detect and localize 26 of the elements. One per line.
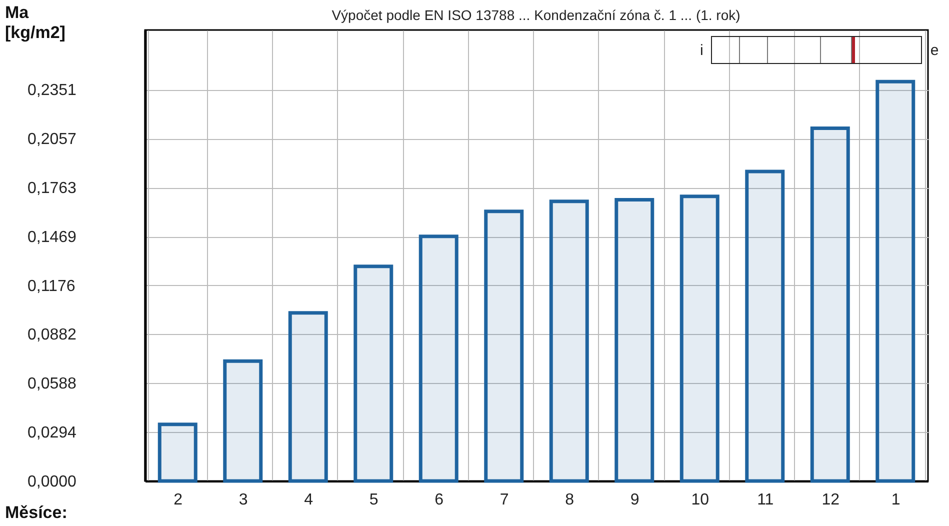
x-tick-label: 6 bbox=[434, 492, 444, 508]
y-tick-label: 0,0588 bbox=[28, 376, 77, 393]
x-tick-label: 1 bbox=[891, 492, 900, 508]
text: e bbox=[930, 42, 939, 58]
x-tick-label: 3 bbox=[238, 492, 248, 508]
y-tick-label: 0,0882 bbox=[28, 326, 77, 344]
x-tick-label: 12 bbox=[822, 492, 840, 508]
x-tick-label: 8 bbox=[565, 492, 574, 508]
x-tick-label: 5 bbox=[369, 492, 378, 508]
x-tick-label: 2 bbox=[174, 492, 183, 508]
x-tick-label: 9 bbox=[630, 492, 640, 508]
x-tick-label: 7 bbox=[500, 492, 509, 508]
y-tick-label: 0,2057 bbox=[28, 131, 77, 148]
x-axis-title: Měsíce: bbox=[5, 503, 68, 522]
y-tick-label: 0,1763 bbox=[28, 180, 77, 198]
x-tick-label: 11 bbox=[757, 492, 774, 508]
x-tick-label: 10 bbox=[691, 492, 710, 508]
y-tick-label: 0,1469 bbox=[28, 229, 77, 246]
y-tick-label: 0,2351 bbox=[28, 82, 77, 100]
x-tick-label: 4 bbox=[304, 492, 314, 508]
annotation: i bbox=[700, 42, 704, 58]
y-axis-title: Ma [kg/m2] bbox=[5, 3, 66, 42]
y-tick-label: 0,1176 bbox=[28, 278, 76, 295]
y-tick-label: 0,0000 bbox=[28, 474, 77, 490]
chart-title: Výpočet podle EN ISO 13788 ... Kondenzační zóna č. 1 ... (1. rok) bbox=[332, 7, 740, 23]
y-tick-label: 0,0294 bbox=[28, 424, 77, 442]
